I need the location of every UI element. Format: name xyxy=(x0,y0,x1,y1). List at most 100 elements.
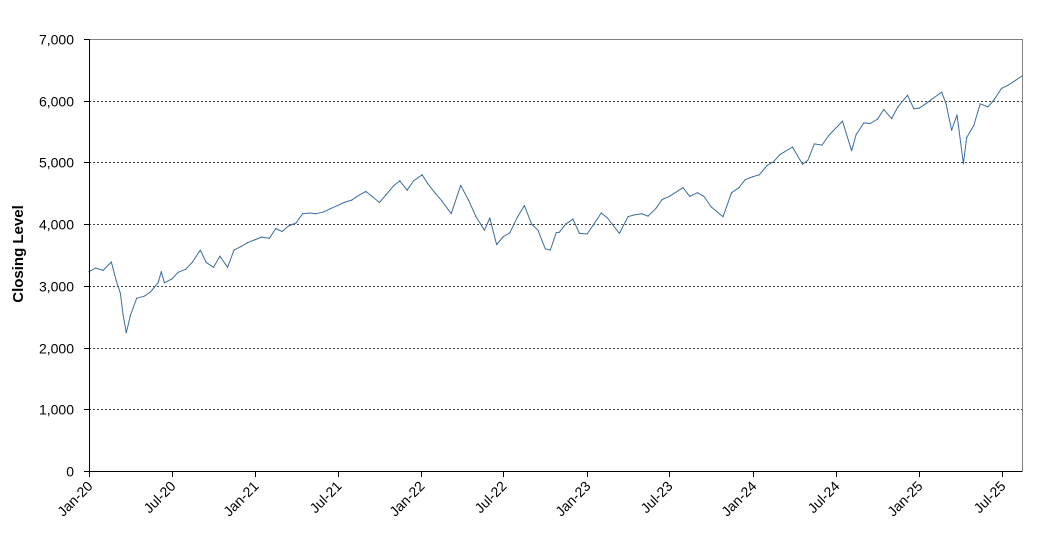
data-point xyxy=(295,222,297,224)
data-point xyxy=(261,236,263,238)
data-point xyxy=(772,161,775,163)
data-point xyxy=(951,129,953,131)
data-point xyxy=(475,215,477,217)
data-point xyxy=(212,266,215,268)
data-point xyxy=(956,114,958,116)
data-point xyxy=(918,107,920,109)
data-point xyxy=(791,146,794,148)
x-tick-label: Jan-24 xyxy=(718,478,760,520)
data-point xyxy=(219,255,221,257)
data-point xyxy=(122,314,124,316)
data-point xyxy=(254,239,256,241)
data-point xyxy=(821,144,823,146)
data-point xyxy=(966,137,968,139)
data-point xyxy=(287,225,290,227)
data-point xyxy=(1015,79,1017,81)
data-point xyxy=(163,282,165,284)
x-tick-label: Jan-23 xyxy=(552,478,594,520)
data-point xyxy=(125,332,127,334)
y-tick-label: 0 xyxy=(66,464,74,480)
data-point xyxy=(205,261,207,263)
data-point xyxy=(450,213,452,215)
data-point xyxy=(855,134,857,136)
data-point xyxy=(682,187,684,189)
data-point xyxy=(365,190,367,192)
x-tick-label: Jan-20 xyxy=(54,478,96,520)
data-point xyxy=(1007,84,1009,86)
data-point xyxy=(371,195,373,197)
data-point xyxy=(191,261,193,263)
data-point xyxy=(337,205,339,207)
data-point xyxy=(240,245,242,247)
data-point xyxy=(329,208,331,210)
data-point xyxy=(979,103,981,105)
data-point xyxy=(94,267,96,269)
data-point xyxy=(343,201,345,204)
data-point xyxy=(406,189,408,191)
data-point xyxy=(421,174,423,176)
data-point xyxy=(467,199,470,201)
data-point xyxy=(149,291,151,293)
data-point xyxy=(558,231,561,233)
data-point xyxy=(572,218,574,220)
data-point xyxy=(309,212,311,214)
data-point xyxy=(578,232,581,234)
y-tick-label: 4,000 xyxy=(39,217,74,233)
data-point xyxy=(779,153,781,155)
data-point xyxy=(766,164,768,167)
data-point xyxy=(565,223,567,225)
x-tick-label: Jan-22 xyxy=(386,478,428,520)
plot-frame xyxy=(89,39,1023,472)
data-point xyxy=(281,230,283,233)
data-point xyxy=(752,176,754,178)
data-point xyxy=(973,124,975,126)
data-point xyxy=(738,187,740,189)
data-point xyxy=(544,248,546,250)
data-point xyxy=(160,271,162,273)
data-point xyxy=(171,278,173,280)
data-point xyxy=(157,282,159,284)
data-point xyxy=(427,182,429,184)
data-point xyxy=(509,232,511,234)
data-point xyxy=(555,232,557,234)
data-point xyxy=(655,208,657,210)
data-point xyxy=(851,150,853,152)
x-tick-label: Jul-20 xyxy=(140,478,178,516)
data-point xyxy=(710,206,712,208)
data-point xyxy=(689,195,691,197)
data-point xyxy=(531,223,533,225)
data-point xyxy=(177,271,179,273)
y-tick-label: 1,000 xyxy=(39,402,74,418)
x-tick-label: Jul-23 xyxy=(637,478,675,516)
data-point xyxy=(1000,87,1003,89)
data-point xyxy=(502,235,505,238)
data-point xyxy=(801,163,804,165)
data-point xyxy=(483,229,485,231)
data-point xyxy=(668,195,670,197)
data-point xyxy=(523,205,526,207)
data-point xyxy=(633,214,635,216)
data-point xyxy=(537,229,539,231)
data-point xyxy=(302,213,304,215)
data-point xyxy=(906,94,909,96)
data-point xyxy=(357,195,359,197)
data-point xyxy=(247,242,249,244)
x-tick-label: Jan-25 xyxy=(884,478,926,520)
data-point xyxy=(351,199,353,201)
data-point xyxy=(592,224,595,226)
data-point xyxy=(275,227,277,230)
data-point xyxy=(185,268,187,270)
data-point xyxy=(489,217,491,219)
x-tick-label: Jan-21 xyxy=(220,478,262,520)
x-tick-label: Jul-25 xyxy=(970,478,1008,516)
data-point xyxy=(758,174,760,176)
data-point xyxy=(883,108,885,110)
data-point xyxy=(641,213,643,215)
x-tick-label: Jul-22 xyxy=(471,478,509,516)
data-point xyxy=(891,118,893,120)
y-tick-label: 7,000 xyxy=(39,32,74,48)
data-point xyxy=(227,266,229,268)
data-point xyxy=(115,280,117,282)
data-point xyxy=(434,192,436,194)
